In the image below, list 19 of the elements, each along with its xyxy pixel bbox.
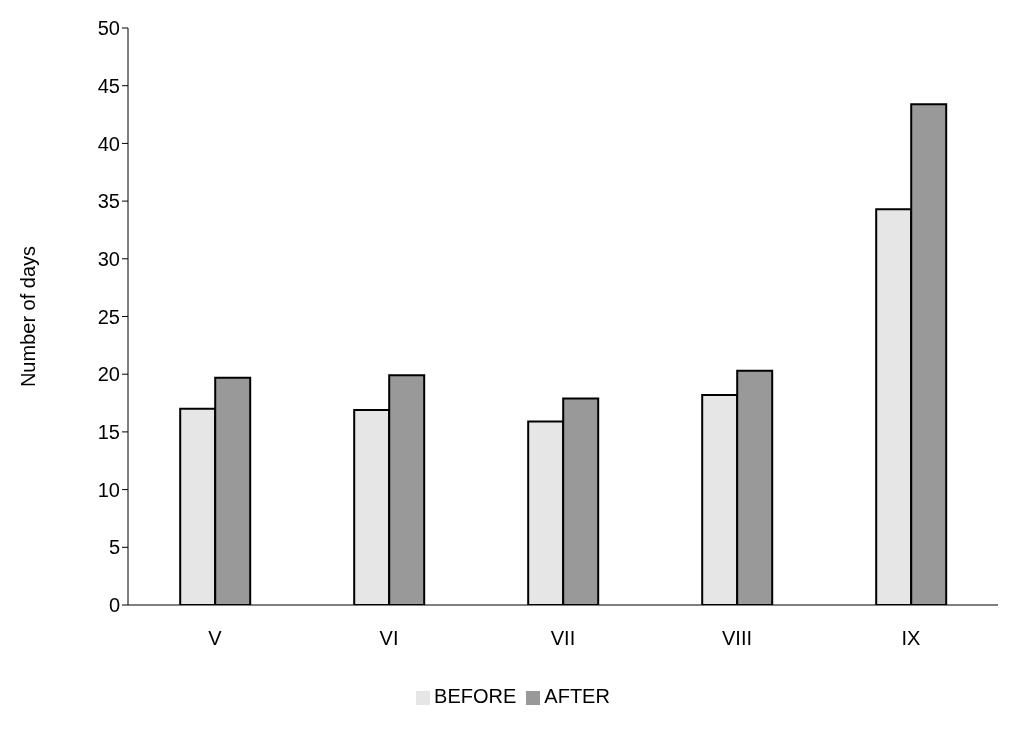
y-tick-label: 25 <box>97 305 120 328</box>
legend-label: BEFORE <box>434 685 517 707</box>
y-axis-title: Number of days <box>17 245 40 388</box>
y-tick-label: 5 <box>108 536 120 559</box>
y-tick-label: 20 <box>97 363 120 386</box>
y-tick-label: 30 <box>97 247 120 270</box>
legend-label: AFTER <box>544 685 610 707</box>
y-tick-label: 40 <box>97 132 120 155</box>
y-tick-label: 45 <box>97 74 120 97</box>
x-tick-label: VIII <box>721 627 753 650</box>
x-tick-label: VII <box>550 627 576 650</box>
x-tick-label: VI <box>379 627 399 650</box>
y-tick-label: 35 <box>97 190 120 213</box>
y-tick-label: 50 <box>97 17 120 40</box>
y-tick-label: 15 <box>97 421 120 443</box>
x-tick-label: IX <box>901 627 921 650</box>
y-tick-label: 10 <box>97 478 120 501</box>
y-tick-label: 0 <box>108 594 120 617</box>
x-tick-label: V <box>208 627 223 650</box>
